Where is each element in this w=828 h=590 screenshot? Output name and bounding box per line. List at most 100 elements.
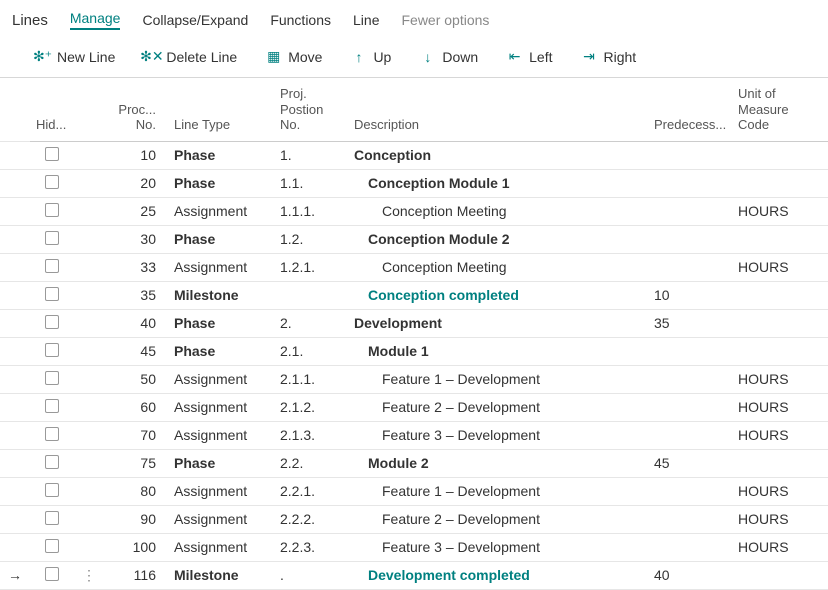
cell-proj-position-no[interactable]: 2.1.1. bbox=[274, 365, 348, 393]
cell-description[interactable]: Feature 1 – Development bbox=[348, 365, 648, 393]
row-selector-icon[interactable] bbox=[0, 533, 30, 561]
table-row[interactable]: 90Assignment2.2.2.Feature 2 – Developmen… bbox=[0, 505, 828, 533]
col-description[interactable]: Description bbox=[348, 78, 648, 141]
cell-predecessors[interactable] bbox=[648, 337, 732, 365]
tab-manage[interactable]: Manage bbox=[70, 10, 121, 30]
cell-predecessors[interactable] bbox=[648, 141, 732, 169]
table-row[interactable]: 100Assignment2.2.3.Feature 3 – Developme… bbox=[0, 533, 828, 561]
cell-predecessors[interactable]: 10 bbox=[648, 281, 732, 309]
cell-unit-of-measure[interactable]: HOURS bbox=[732, 477, 828, 505]
cell-line-type[interactable]: Phase bbox=[168, 225, 274, 253]
cell-proj-position-no[interactable]: 2.2.2. bbox=[274, 505, 348, 533]
cell-line-type[interactable]: Assignment bbox=[168, 477, 274, 505]
cell-predecessors[interactable] bbox=[648, 421, 732, 449]
cell-predecessors[interactable] bbox=[648, 505, 732, 533]
cell-description[interactable]: Module 1 bbox=[348, 337, 648, 365]
cell-proc-no[interactable]: 100 bbox=[104, 533, 168, 561]
row-menu-icon[interactable] bbox=[74, 477, 104, 505]
move-button[interactable]: ▦ Move bbox=[265, 48, 322, 65]
col-unit-of-measure[interactable]: Unit of Measure Code bbox=[732, 78, 828, 141]
cell-description[interactable]: Conception completed bbox=[348, 281, 648, 309]
cell-line-type[interactable]: Milestone bbox=[168, 561, 274, 589]
cell-proj-position-no[interactable]: 2.1. bbox=[274, 337, 348, 365]
cell-proj-position-no[interactable]: 2.2.1. bbox=[274, 477, 348, 505]
hide-checkbox[interactable] bbox=[30, 561, 74, 589]
row-menu-icon[interactable] bbox=[74, 141, 104, 169]
cell-unit-of-measure[interactable] bbox=[732, 309, 828, 337]
row-selector-icon[interactable] bbox=[0, 253, 30, 281]
cell-proj-position-no[interactable]: 2. bbox=[274, 309, 348, 337]
cell-description[interactable]: Feature 2 – Development bbox=[348, 505, 648, 533]
row-menu-icon[interactable] bbox=[74, 393, 104, 421]
cell-proj-position-no[interactable] bbox=[274, 281, 348, 309]
cell-unit-of-measure[interactable] bbox=[732, 561, 828, 589]
row-selector-icon[interactable] bbox=[0, 505, 30, 533]
row-menu-icon[interactable] bbox=[74, 533, 104, 561]
row-menu-icon[interactable] bbox=[74, 197, 104, 225]
row-menu-icon[interactable] bbox=[74, 365, 104, 393]
table-row[interactable]: 60Assignment2.1.2.Feature 2 – Developmen… bbox=[0, 393, 828, 421]
left-button[interactable]: ⇤ Left bbox=[506, 48, 552, 65]
cell-proc-no[interactable]: 116 bbox=[104, 561, 168, 589]
cell-line-type[interactable]: Milestone bbox=[168, 281, 274, 309]
row-menu-icon[interactable] bbox=[74, 169, 104, 197]
cell-predecessors[interactable] bbox=[648, 169, 732, 197]
row-menu-icon[interactable] bbox=[74, 281, 104, 309]
row-selector-icon[interactable] bbox=[0, 421, 30, 449]
delete-line-button[interactable]: ✻✕ Delete Line bbox=[143, 48, 237, 65]
row-selector-icon[interactable] bbox=[0, 449, 30, 477]
hide-checkbox[interactable] bbox=[30, 505, 74, 533]
cell-unit-of-measure[interactable] bbox=[732, 449, 828, 477]
table-row[interactable]: 80Assignment2.2.1.Feature 1 – Developmen… bbox=[0, 477, 828, 505]
cell-description[interactable]: Module 2 bbox=[348, 449, 648, 477]
col-proc-no[interactable]: Proc... No. bbox=[104, 78, 168, 141]
row-selector-icon[interactable] bbox=[0, 281, 30, 309]
cell-proc-no[interactable]: 20 bbox=[104, 169, 168, 197]
cell-line-type[interactable]: Assignment bbox=[168, 197, 274, 225]
cell-unit-of-measure[interactable] bbox=[732, 225, 828, 253]
tab-collapse-expand[interactable]: Collapse/Expand bbox=[142, 12, 248, 28]
col-line-type[interactable]: Line Type bbox=[168, 78, 274, 141]
cell-unit-of-measure[interactable] bbox=[732, 281, 828, 309]
col-proj-position-no[interactable]: Proj. Postion No. bbox=[274, 78, 348, 141]
table-row[interactable]: 20Phase1.1.Conception Module 1 bbox=[0, 169, 828, 197]
hide-checkbox[interactable] bbox=[30, 393, 74, 421]
cell-proj-position-no[interactable]: 2.2.3. bbox=[274, 533, 348, 561]
cell-proj-position-no[interactable]: 1.1.1. bbox=[274, 197, 348, 225]
hide-checkbox[interactable] bbox=[30, 337, 74, 365]
cell-predecessors[interactable] bbox=[648, 533, 732, 561]
cell-description[interactable]: Feature 2 – Development bbox=[348, 393, 648, 421]
hide-checkbox[interactable] bbox=[30, 365, 74, 393]
right-button[interactable]: ⇥ Right bbox=[581, 48, 637, 65]
cell-description[interactable]: Development completed bbox=[348, 561, 648, 589]
cell-proj-position-no[interactable]: 1. bbox=[274, 141, 348, 169]
table-row[interactable]: 33Assignment1.2.1.Conception MeetingHOUR… bbox=[0, 253, 828, 281]
table-row[interactable]: 70Assignment2.1.3.Feature 3 – Developmen… bbox=[0, 421, 828, 449]
hide-checkbox[interactable] bbox=[30, 533, 74, 561]
cell-unit-of-measure[interactable]: HOURS bbox=[732, 253, 828, 281]
table-row[interactable]: 30Phase1.2.Conception Module 2 bbox=[0, 225, 828, 253]
cell-description[interactable]: Conception bbox=[348, 141, 648, 169]
hide-checkbox[interactable] bbox=[30, 421, 74, 449]
cell-line-type[interactable]: Phase bbox=[168, 169, 274, 197]
cell-description[interactable]: Conception Module 2 bbox=[348, 225, 648, 253]
cell-unit-of-measure[interactable]: HOURS bbox=[732, 365, 828, 393]
down-button[interactable]: ↓ Down bbox=[419, 49, 478, 65]
row-menu-icon[interactable] bbox=[74, 337, 104, 365]
cell-proc-no[interactable]: 75 bbox=[104, 449, 168, 477]
cell-predecessors[interactable] bbox=[648, 477, 732, 505]
row-menu-icon[interactable] bbox=[74, 253, 104, 281]
cell-proj-position-no[interactable]: 2.1.3. bbox=[274, 421, 348, 449]
cell-proj-position-no[interactable]: 2.1.2. bbox=[274, 393, 348, 421]
cell-predecessors[interactable]: 45 bbox=[648, 449, 732, 477]
cell-predecessors[interactable] bbox=[648, 225, 732, 253]
cell-predecessors[interactable] bbox=[648, 253, 732, 281]
row-selector-icon[interactable] bbox=[0, 337, 30, 365]
cell-description[interactable]: Conception Meeting bbox=[348, 253, 648, 281]
row-selector-icon[interactable] bbox=[0, 477, 30, 505]
row-menu-icon[interactable]: ⋮ bbox=[74, 561, 104, 589]
cell-proc-no[interactable]: 60 bbox=[104, 393, 168, 421]
cell-unit-of-measure[interactable]: HOURS bbox=[732, 533, 828, 561]
cell-predecessors[interactable] bbox=[648, 393, 732, 421]
cell-description[interactable]: Conception Meeting bbox=[348, 197, 648, 225]
